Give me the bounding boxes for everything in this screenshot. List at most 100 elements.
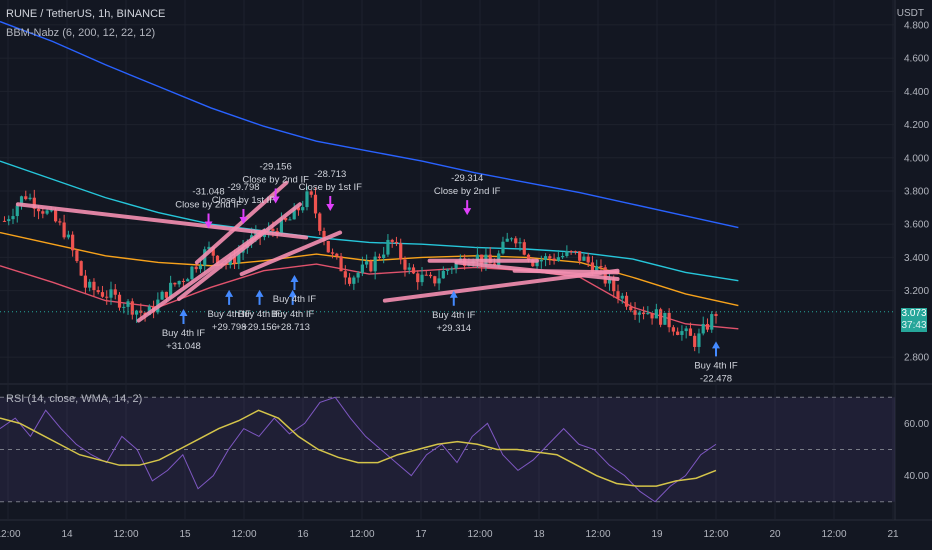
candle-body	[543, 256, 548, 261]
time-tick-label: 20	[769, 529, 781, 540]
candle-body	[616, 291, 620, 299]
buy-arrow-icon	[255, 289, 264, 305]
candle-body	[688, 328, 693, 336]
candle-body	[654, 309, 658, 319]
candle-body	[232, 256, 237, 264]
candle-body	[49, 210, 53, 212]
candle-body	[215, 255, 220, 264]
candle-body	[603, 267, 607, 284]
price-tick-label: 2.800	[904, 353, 929, 364]
trendline	[136, 228, 267, 323]
candle-body	[607, 278, 612, 284]
last-price-badge: 3.073	[901, 308, 927, 320]
candle-body	[288, 219, 292, 221]
candle-body	[54, 210, 58, 222]
candle-body	[595, 266, 599, 273]
buy-arrow-icon	[290, 274, 299, 290]
candle-body	[11, 216, 15, 220]
candle-body	[641, 312, 646, 315]
rsi-legend[interactable]: RSI (14, close, WMA, 14, 2)	[6, 393, 143, 405]
candle-body	[279, 217, 284, 235]
rsi-line	[0, 396, 717, 503]
candle-body	[369, 261, 373, 272]
candle-body	[659, 309, 663, 325]
candle-body	[365, 261, 369, 265]
close-value-label: -31.048	[192, 186, 224, 197]
candle-body	[301, 207, 305, 211]
time-tick-label: 18	[533, 529, 545, 540]
candle-body	[390, 239, 394, 242]
price-tick-label: 4.200	[904, 120, 929, 131]
candle-body	[514, 238, 518, 244]
buy-signal-label: Buy 4th IF	[273, 294, 316, 305]
candle-body	[377, 256, 382, 259]
candle-body	[7, 219, 11, 222]
time-tick-label: 12:00	[0, 529, 21, 540]
signal-annotations: -29.156 Close by 2nd IF -28.713 Close by 1s…	[162, 162, 738, 385]
candle-body	[100, 292, 105, 297]
candle-body	[680, 331, 684, 335]
candle-body	[382, 254, 386, 259]
candle-body	[126, 301, 130, 307]
buy-value-label: +29.798	[212, 322, 247, 333]
candle-body	[96, 290, 100, 293]
trendline	[239, 230, 343, 277]
close-arrow-icon	[204, 213, 213, 229]
candle-body	[646, 313, 650, 315]
candle-body	[475, 254, 480, 261]
candle-body	[424, 274, 428, 276]
time-tick-label: 14	[61, 529, 73, 540]
close-arrow-icon	[326, 196, 335, 211]
candle-body	[522, 242, 526, 255]
trendline-overlay	[15, 180, 620, 323]
candle-body	[326, 241, 330, 253]
close-value-label: -29.798	[227, 182, 259, 193]
chart-title: RUNE / TetherUS, 1h, BINANCE	[6, 8, 166, 20]
candle-body	[190, 266, 194, 280]
candle-body	[92, 281, 96, 291]
candle-body	[373, 256, 377, 272]
candle-body	[450, 268, 454, 270]
trendline	[194, 180, 289, 265]
candle-body	[416, 273, 420, 283]
close-value-label: -29.314	[451, 173, 483, 184]
candle-body	[313, 194, 318, 214]
time-tick-label: 12:00	[349, 529, 374, 540]
candle-body	[394, 241, 399, 244]
candle-body	[411, 267, 416, 274]
price-tick-label: 3.800	[904, 187, 929, 198]
candle-body	[24, 196, 28, 200]
candle-body	[407, 267, 411, 270]
candle-body	[322, 230, 326, 242]
candle-body	[518, 242, 522, 244]
close-arrow-icon	[463, 200, 472, 216]
trendline	[512, 268, 620, 275]
candle-body	[569, 251, 573, 253]
candle-body	[122, 306, 126, 308]
time-tick-label: 12:00	[231, 529, 256, 540]
candle-body	[198, 265, 203, 270]
candle-body	[105, 296, 109, 298]
candle-body	[501, 241, 505, 254]
time-axis: 12:00 14 12:00 15 12:00 16 12:00 17 12:00 18 12:00…	[0, 529, 899, 540]
candle-body	[531, 259, 535, 267]
candle-body	[134, 310, 139, 315]
candle-body	[41, 211, 45, 214]
close-value-label: -28.713	[314, 169, 346, 180]
candle-body	[663, 312, 667, 325]
candle-body	[565, 251, 569, 256]
rsi-tick-label: 40.00	[904, 471, 929, 482]
candle-body	[620, 295, 624, 299]
candle-body	[697, 333, 701, 347]
candle-body	[428, 274, 433, 277]
candle-body	[671, 327, 675, 332]
candle-body	[113, 289, 117, 295]
buy-arrow-icon	[179, 309, 188, 325]
indicator-legend[interactable]: BBM-Nabz (6, 200, 12, 22, 12)	[6, 27, 156, 39]
candle-body	[650, 313, 654, 319]
candle-body	[343, 271, 347, 278]
close-value-label: -29.156	[260, 162, 292, 173]
price-axis: 4.800 4.600 4.400 4.200 4.000 3.800 3.600 3.400…	[904, 20, 929, 482]
time-tick-label: 17	[415, 529, 427, 540]
